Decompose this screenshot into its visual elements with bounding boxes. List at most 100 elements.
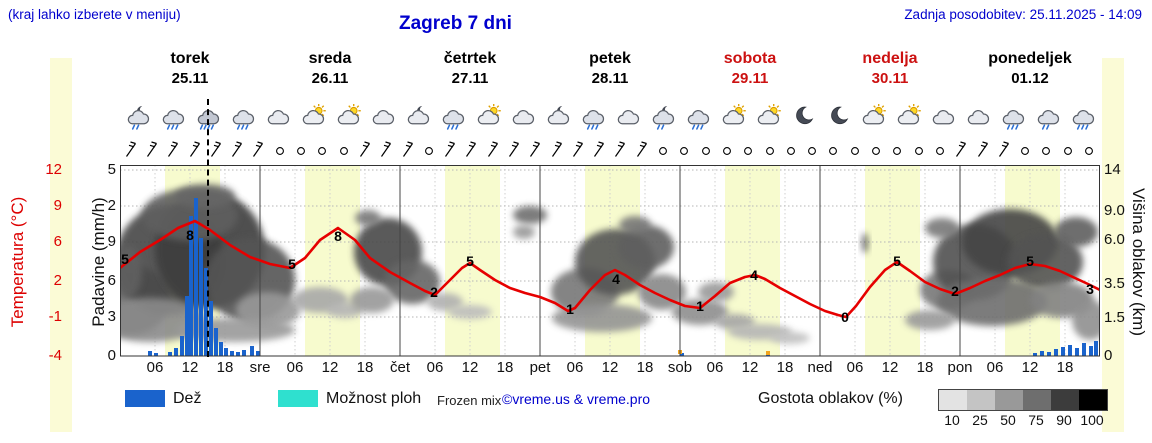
current-time-line — [207, 99, 209, 357]
precip-bar — [236, 352, 240, 356]
wind-barb-icon — [589, 138, 610, 162]
rain-legend-swatch — [125, 390, 165, 407]
day-header: petek 28.11 — [540, 50, 680, 87]
cloud-height-tick: 9.0 — [1104, 202, 1125, 219]
temp-value-label: 2 — [951, 283, 959, 299]
cloud-blob — [175, 184, 235, 208]
cloud-density-gradient-bar — [938, 389, 1108, 411]
sun-cloud-icon — [855, 100, 890, 134]
sun-cloud-icon — [715, 100, 750, 134]
density-tick: 10 — [944, 412, 960, 428]
cloud-height-tick: 0 — [1104, 347, 1113, 364]
temperature-tick: 9 — [53, 197, 62, 214]
precip-bar — [180, 336, 184, 356]
precip-bar — [199, 238, 203, 356]
wind-barb-icon — [141, 138, 162, 162]
cloud-blob — [350, 287, 394, 313]
hour-label: 18 — [636, 359, 654, 376]
density-tick: 50 — [1000, 412, 1016, 428]
day-name: petek — [589, 50, 631, 67]
precip-bar — [189, 216, 193, 356]
wind-calm-icon — [716, 138, 737, 162]
rain-legend-label: Dež — [173, 390, 202, 407]
hour-label: 18 — [356, 359, 374, 376]
wind-barb-icon — [525, 138, 546, 162]
day-name: sreda — [308, 50, 352, 67]
wind-calm-icon — [823, 138, 844, 162]
temperature-tick: -1 — [48, 308, 62, 325]
temp-value-label: 3 — [1086, 281, 1094, 297]
density-segment — [1051, 390, 1079, 410]
hour-label: 18 — [916, 359, 934, 376]
daylight-band — [445, 165, 500, 356]
sun-cloud-icon — [295, 100, 330, 134]
wind-barb-icon — [205, 138, 226, 162]
precip-bar — [1082, 343, 1086, 356]
cloud-density-legend-title: Gostota oblakov (%) — [758, 390, 903, 407]
moon-cloud-icon — [540, 100, 575, 134]
precip-bar — [1075, 348, 1079, 356]
day-date: 27.11 — [451, 70, 489, 87]
precip-bar — [1061, 347, 1065, 356]
precip-bar — [1033, 353, 1037, 356]
day-date: 30.11 — [871, 70, 909, 87]
cloud-blob — [1054, 217, 1098, 247]
cloud-height-tick: 3.5 — [1104, 275, 1125, 292]
temperature-curve — [118, 219, 1102, 319]
rain-icon — [435, 100, 470, 134]
day-name: nedelja — [862, 50, 918, 67]
precip-bar — [230, 351, 234, 356]
wind-calm-icon — [1057, 138, 1078, 162]
wind-barb-icon — [610, 138, 631, 162]
moon-icon — [820, 100, 855, 134]
next-day-abbrev: ned — [807, 359, 833, 376]
density-tick: 25 — [972, 412, 988, 428]
wind-barb-icon — [951, 138, 972, 162]
temp-value-label: 1 — [566, 301, 574, 317]
wind-calm-icon — [844, 138, 865, 162]
precip-bar — [1068, 345, 1072, 356]
cloud-height-tick: 14 — [1104, 161, 1121, 178]
wind-calm-icon — [1014, 138, 1035, 162]
temp-value-label: 1 — [696, 298, 704, 314]
precipitation-tick: 5 — [107, 161, 116, 178]
rain-icon — [995, 100, 1030, 134]
sun-cloud-icon — [330, 100, 365, 134]
wind-barb-icon — [120, 138, 141, 162]
temp-value-label: 5 — [893, 253, 901, 269]
precip-bar — [154, 353, 158, 356]
cloud-blob — [619, 216, 651, 234]
wind-calm-icon — [780, 138, 801, 162]
rain-icon — [680, 100, 715, 134]
precip-bar — [1040, 351, 1044, 356]
cloud-blob — [384, 260, 440, 304]
day-header: četrtek 27.11 — [400, 50, 540, 87]
wind-barb-icon — [439, 138, 460, 162]
hour-label: 12 — [321, 359, 339, 376]
plot-border — [120, 165, 1100, 357]
hour-label: 18 — [496, 359, 514, 376]
cloud-blob — [448, 305, 492, 319]
hour-label: 06 — [706, 359, 724, 376]
wind-barb-icon — [993, 138, 1014, 162]
day-date: 26.11 — [311, 70, 349, 87]
precip-bar — [194, 198, 198, 356]
right-axis-strip — [1102, 58, 1124, 432]
day-name: sobota — [723, 50, 777, 67]
cloud-icon — [960, 100, 995, 134]
hour-label: 06 — [146, 359, 164, 376]
cloud-blob — [1007, 234, 1083, 290]
precipitation-tick: 9 — [107, 233, 116, 250]
temp-value-label: 5 — [1026, 253, 1034, 269]
next-day-abbrev: čet — [389, 359, 410, 376]
cloud-icon — [260, 100, 295, 134]
density-segment — [995, 390, 1023, 410]
temp-value-label: 0 — [841, 309, 849, 325]
hour-label: 06 — [286, 359, 304, 376]
credit-link[interactable]: ©vreme.us & vreme.pro — [502, 391, 651, 407]
wind-barbs-row — [120, 138, 1100, 162]
hour-label: 12 — [881, 359, 899, 376]
hour-label: 12 — [741, 359, 759, 376]
cloud-blob — [862, 233, 868, 253]
